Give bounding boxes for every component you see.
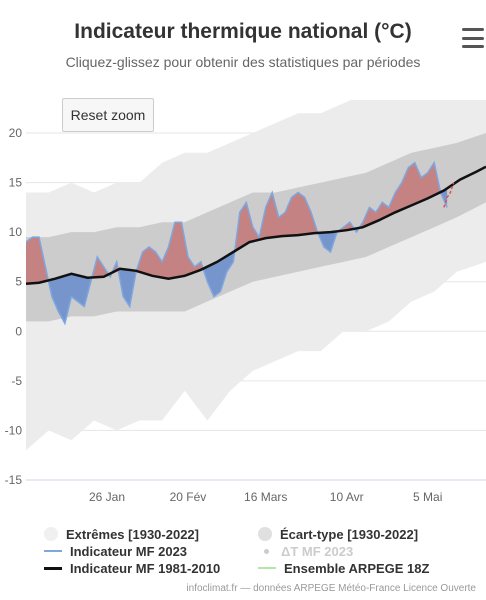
x-tick-label: 16 Mars: [244, 490, 287, 504]
legend-label: Écart-type [1930-2022]: [280, 526, 419, 542]
band-swatch-icon: [44, 527, 58, 541]
legend-item-normal[interactable]: Indicateur MF 1981-2010: [44, 560, 220, 576]
normal-line: [26, 165, 486, 285]
line-swatch-icon: [44, 550, 62, 552]
y-tick-label: 15: [9, 176, 23, 190]
line-swatch-icon: [44, 566, 62, 570]
anomaly-below-area: [318, 231, 339, 252]
chart-subtitle: Cliquez-glissez pour obtenir des statist…: [65, 54, 421, 70]
legend-item-delta-t[interactable]: ΔT MF 2023: [258, 543, 353, 559]
reset-zoom-button[interactable]: Reset zoom: [62, 98, 154, 132]
anomaly-below-area: [203, 251, 235, 297]
menu-bar: [462, 36, 484, 40]
y-tick-label: -5: [11, 374, 22, 388]
legend-label: Indicateur MF 2023: [70, 543, 188, 559]
x-tick-label: 10 Avr: [330, 490, 364, 504]
band-swatch-icon: [258, 527, 272, 541]
plot-series-group: [26, 100, 486, 480]
chart-title: Indicateur thermique national (°C): [74, 20, 412, 43]
chart-plot-area[interactable]: 20 15 10 5 0 -5 -10 -15 26 Jan 20 Fév 16 Mars 10 Av…: [0, 0, 486, 520]
stddev-band: [26, 133, 486, 322]
anomaly-above-area: [26, 237, 49, 284]
credits-text[interactable]: infoclimat.fr — données ARPEGE Météo-Fra…: [186, 583, 476, 594]
hamburger-menu-icon[interactable]: [462, 28, 484, 48]
anomaly-below-area: [118, 268, 137, 307]
legend-label: Indicateur MF 1981-2010: [70, 560, 221, 576]
menu-bar: [462, 45, 484, 48]
legend-label: Ensemble ARPEGE 18Z: [284, 560, 430, 576]
dot-swatch-icon: [264, 548, 269, 554]
x-tick-label: 20 Fév: [170, 490, 207, 504]
y-tick-label: 20: [9, 126, 23, 140]
x-tick-label: 5 Mai: [413, 490, 442, 504]
menu-bar: [462, 28, 484, 31]
mf2023-line: [26, 160, 448, 326]
line-swatch-icon: [258, 567, 276, 569]
legend-item-mf2023[interactable]: Indicateur MF 2023: [44, 543, 187, 559]
x-tick-label: 26 Jan: [89, 490, 125, 504]
y-tick-label: 10: [9, 225, 23, 239]
legend-item-ensemble[interactable]: Ensemble ARPEGE 18Z: [258, 560, 429, 576]
y-tick-label: 0: [15, 324, 22, 338]
ensemble-forecast-line: [443, 182, 455, 208]
anomaly-above-area: [137, 222, 204, 279]
y-tick-label: -10: [5, 423, 23, 437]
legend-label: Extrêmes [1930-2022]: [66, 526, 199, 542]
anomaly-above-area: [359, 162, 441, 228]
legend-item-stddev[interactable]: Écart-type [1930-2022]: [258, 526, 418, 542]
y-tick-label: -15: [5, 473, 23, 487]
legend-item-extremes[interactable]: Extrêmes [1930-2022]: [44, 526, 199, 542]
y-tick-label: 5: [15, 275, 22, 289]
anomaly-above-area: [234, 192, 319, 251]
legend-label: ΔT MF 2023: [281, 543, 354, 559]
